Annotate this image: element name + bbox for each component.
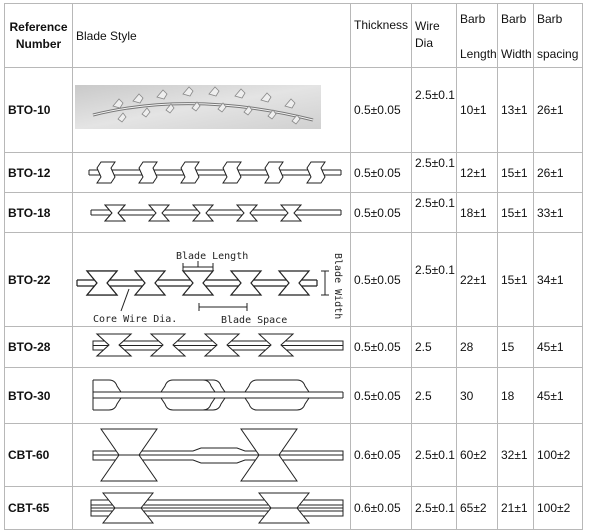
table-row: CBT-65 0.6±0.05 — [4, 486, 583, 530]
spacing-value: 26±1 — [533, 67, 583, 153]
thickness-value: 0.6±0.05 — [350, 486, 412, 530]
row-code: BTO-28 — [4, 326, 73, 368]
row-code: BTO-12 — [4, 152, 73, 193]
length-value: 18±1 — [456, 192, 498, 233]
wire-value: 2.5±0.1 — [411, 192, 457, 233]
wire-value: 2.5±0.1 — [411, 423, 457, 487]
width-value: 15±1 — [497, 192, 534, 233]
table-row: BTO-22 — [4, 232, 583, 327]
wire-value: 2.5±0.1 — [411, 232, 457, 327]
width-value: 21±1 — [497, 486, 534, 530]
header-wire-dia: Wire Dia — [411, 3, 457, 68]
header-row: Reference Number Blade Style Thickness W… — [4, 3, 583, 68]
bto12-diagram — [88, 161, 342, 184]
spacing-value: 34±1 — [533, 232, 583, 327]
blade-style-image — [72, 67, 351, 153]
core-wire-label: Core Wire Dia. — [93, 314, 177, 325]
header-thickness: Thickness — [350, 3, 412, 68]
bto28-diagram — [92, 333, 344, 357]
header-barb-width: Barb Width — [497, 3, 534, 68]
cbt65-diagram — [90, 492, 344, 524]
cbt60-diagram — [92, 428, 344, 482]
thickness-value: 0.5±0.05 — [350, 326, 412, 368]
spec-table: Reference Number Blade Style Thickness W… — [4, 3, 583, 530]
blade-style-diagram — [72, 486, 351, 530]
blade-width-label: Blade Width — [332, 253, 343, 319]
bto22-diagram: Blade Length Core Wire Dia. Blade Space … — [76, 251, 343, 326]
table-row: BTO-28 0.5±0.05 2.5 28 — [4, 326, 583, 368]
spacing-value: 100±2 — [533, 486, 583, 530]
bto10-photo — [75, 85, 321, 129]
bto18-diagram — [90, 204, 342, 222]
header-barb-spacing: Barb spacing — [533, 3, 583, 68]
spacing-value: 26±1 — [533, 152, 583, 193]
thickness-value: 0.5±0.05 — [350, 367, 412, 424]
wire-value: 2.5±0.1 — [411, 152, 457, 193]
blade-space-label: Blade Space — [221, 315, 287, 326]
length-value: 22±1 — [456, 232, 498, 327]
bto30-diagram — [92, 379, 344, 411]
header-blade-style: Blade Style — [72, 3, 351, 68]
blade-style-diagram — [72, 152, 351, 193]
row-code: BTO-10 — [4, 67, 73, 153]
length-value: 10±1 — [456, 67, 498, 153]
spacing-value: 33±1 — [533, 192, 583, 233]
width-value: 15 — [497, 326, 534, 368]
blade-style-diagram — [72, 192, 351, 233]
thickness-value: 0.5±0.05 — [350, 232, 412, 327]
width-value: 15±1 — [497, 232, 534, 327]
spacing-value: 100±2 — [533, 423, 583, 487]
blade-style-diagram — [72, 367, 351, 424]
wire-value: 2.5 — [411, 326, 457, 368]
wire-value: 2.5±0.1 — [411, 67, 457, 153]
blade-style-diagram — [72, 326, 351, 368]
table-row: BTO-30 0.5±0.05 2.5 30 — [4, 367, 583, 424]
width-value: 32±1 — [497, 423, 534, 487]
table-row: BTO-12 — [4, 152, 583, 193]
blade-length-label: Blade Length — [176, 251, 248, 262]
row-code: BTO-22 — [4, 232, 73, 327]
length-value: 28 — [456, 326, 498, 368]
header-reference-number: Reference Number — [4, 3, 73, 68]
blade-style-diagram: Blade Length Core Wire Dia. Blade Space … — [72, 232, 351, 327]
thickness-value: 0.5±0.05 — [350, 67, 412, 153]
length-value: 12±1 — [456, 152, 498, 193]
blade-style-diagram — [72, 423, 351, 487]
thickness-value: 0.5±0.05 — [350, 192, 412, 233]
row-code: CBT-65 — [4, 486, 73, 530]
row-code: CBT-60 — [4, 423, 73, 487]
table-row: BTO-10 — [4, 67, 583, 153]
spacing-value: 45±1 — [533, 326, 583, 368]
thickness-value: 0.6±0.05 — [350, 423, 412, 487]
width-value: 18 — [497, 367, 534, 424]
table-row: CBT-60 0.6±0.05 2.5±0.1 60±2 — [4, 423, 583, 487]
spacing-value: 45±1 — [533, 367, 583, 424]
wire-value: 2.5 — [411, 367, 457, 424]
header-barb-length: Barb Length — [456, 3, 498, 68]
width-value: 15±1 — [497, 152, 534, 193]
length-value: 65±2 — [456, 486, 498, 530]
wire-value: 2.5±0.1 — [411, 486, 457, 530]
length-value: 60±2 — [456, 423, 498, 487]
row-code: BTO-30 — [4, 367, 73, 424]
length-value: 30 — [456, 367, 498, 424]
width-value: 13±1 — [497, 67, 534, 153]
thickness-value: 0.5±0.05 — [350, 152, 412, 193]
table-row: BTO-18 — [4, 192, 583, 233]
row-code: BTO-18 — [4, 192, 73, 233]
